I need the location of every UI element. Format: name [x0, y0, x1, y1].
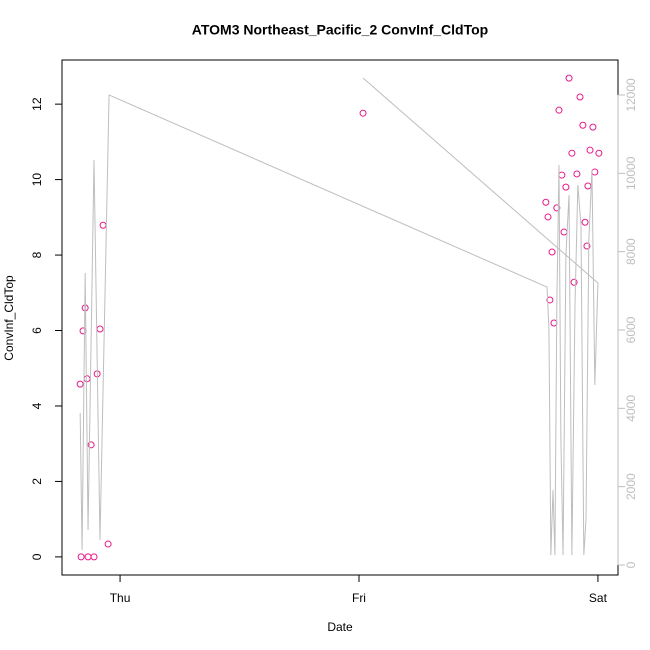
x-axis-label: Date — [327, 620, 353, 634]
y2-tick-label: 12000 — [624, 78, 638, 112]
y2-tick-label: 2000 — [624, 473, 638, 500]
data-line — [79, 77, 599, 556]
y-tick-label: 6 — [30, 327, 44, 334]
x-tick-label: Sat — [589, 591, 608, 605]
y2-tick-label: 8000 — [624, 238, 638, 265]
data-point — [544, 213, 552, 221]
y2-tick-label: 6000 — [624, 316, 638, 343]
data-point — [579, 121, 587, 129]
data-point — [589, 123, 597, 131]
y-tick-label: 0 — [30, 553, 44, 560]
data-point — [90, 553, 98, 561]
data-point — [583, 242, 591, 250]
data-point — [565, 74, 573, 82]
y2-tick-label: 10000 — [624, 156, 638, 190]
data-point — [87, 441, 95, 449]
data-point — [553, 204, 561, 212]
data-point — [586, 146, 594, 154]
chart-title: ATOM3 Northeast_Pacific_2 ConvInf_CldTop — [192, 22, 488, 38]
data-point — [77, 553, 85, 561]
data-point — [581, 218, 589, 226]
y-tick-label: 4 — [30, 402, 44, 409]
data-point — [576, 93, 584, 101]
y-tick-label: 12 — [30, 97, 44, 111]
data-point — [570, 278, 578, 286]
x-tick-label: Fri — [352, 591, 366, 605]
data-point — [595, 149, 603, 157]
x-tick-label: Thu — [110, 591, 131, 605]
y2-tick-label: 0 — [624, 561, 638, 568]
data-point — [568, 149, 576, 157]
y-axis-label: ConvInf_CldTop — [2, 275, 16, 361]
data-point — [359, 109, 367, 117]
y-tick-label: 2 — [30, 478, 44, 485]
data-point — [546, 296, 554, 304]
data-point — [76, 380, 84, 388]
y-tick-label: 10 — [30, 173, 44, 187]
data-point — [104, 540, 112, 548]
data-point — [562, 183, 570, 191]
data-point — [573, 170, 581, 178]
data-point — [555, 106, 563, 114]
y-tick-label: 8 — [30, 251, 44, 258]
data-point — [542, 198, 550, 206]
data-point — [548, 248, 556, 256]
y2-tick-label: 4000 — [624, 395, 638, 422]
